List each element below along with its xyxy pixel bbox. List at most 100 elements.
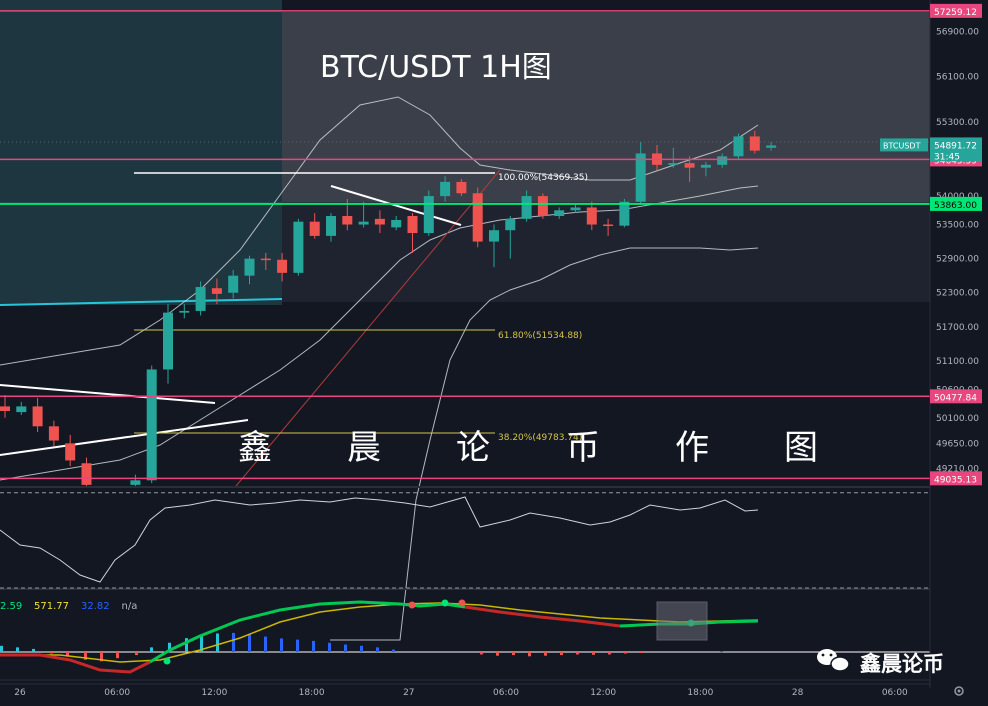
price-level-tag (930, 389, 982, 404)
sub-panes-layer: 60.0040.001000.00500.000.002.59571.7732.… (0, 486, 973, 681)
macd-histogram-bar (360, 645, 363, 652)
candle-up (195, 287, 206, 311)
x-tick-label: 12:00 (590, 688, 616, 698)
macd-histogram-bar (640, 652, 643, 653)
candle-down (472, 193, 483, 242)
shaded-zone-gray (282, 12, 930, 202)
y-tick-label: 53500.00 (936, 221, 979, 231)
macd-histogram-bar (544, 652, 547, 656)
white-trend-line (330, 185, 462, 226)
candle-up (16, 406, 27, 413)
fib-level-label: 61.80%(51534.88) (498, 331, 582, 341)
candle-up (293, 221, 304, 273)
zones-layer (0, 0, 932, 306)
price-level-tag (930, 3, 982, 18)
candle-up (635, 153, 646, 202)
macd-histogram-bar (512, 652, 515, 656)
gear-ring (954, 686, 964, 696)
candle-up (146, 369, 157, 481)
macd-histogram-bar (376, 647, 379, 652)
white-trend-line (0, 384, 216, 404)
macd-legend-value: 571.77 (34, 601, 69, 612)
candle-up (130, 480, 141, 485)
macd-cross-marker (163, 657, 171, 665)
x-tick-label: 26 (14, 688, 26, 698)
candle-down (749, 136, 760, 151)
highlight-box (656, 601, 708, 641)
candle-down (537, 196, 548, 216)
candle-up (326, 216, 336, 236)
candle-up (440, 181, 451, 197)
x-tick-label: 28 (792, 688, 804, 698)
candle-down (260, 258, 271, 261)
brand-badge: 鑫晨论币 (817, 649, 944, 676)
candles-layer (0, 130, 777, 486)
macd-histogram-bar (280, 638, 283, 652)
macd-histogram-bar (84, 652, 87, 660)
current-price-tag (930, 137, 982, 162)
watermark-char: 作 (675, 428, 709, 468)
candle-up (163, 312, 173, 370)
macd-histogram-bar (66, 652, 69, 657)
macd-histogram-bar (344, 644, 347, 652)
symbol-tag-label: BTCUSDT (883, 141, 921, 150)
symbol-tag (880, 138, 928, 152)
candle-down (374, 218, 385, 225)
y-tick-label: 51700.00 (936, 323, 979, 333)
y-tick-label: 55300.00 (936, 118, 979, 128)
macd-histogram-bar (576, 652, 579, 655)
watermark-char: 晨 (347, 428, 381, 468)
watermark-char: 鑫 (238, 428, 272, 468)
candle-up (228, 275, 239, 293)
macd-histogram-bar (528, 652, 531, 657)
macd-histogram-bar (248, 634, 251, 652)
candle-up (358, 221, 369, 225)
shaded-zone-dark (282, 202, 932, 302)
macd-histogram-bar (0, 645, 3, 652)
candle-down (586, 207, 597, 225)
y-tick-label: 51100.00 (936, 357, 979, 367)
chart-title: BTC/USDT 1H图 (320, 50, 552, 85)
macd-histogram-bar (150, 647, 153, 652)
candle-down (0, 406, 10, 411)
candle-up (766, 145, 777, 148)
gear-center (957, 689, 961, 693)
macd-histogram-bar (100, 652, 103, 662)
wechat-icon (817, 649, 850, 672)
candle-down (65, 443, 76, 461)
price-level-label: 57259.12 (934, 8, 977, 18)
x-tick-label: 27 (403, 688, 414, 698)
macd-cross-marker (408, 601, 416, 609)
macd-histogram-bar (720, 651, 723, 653)
macd-histogram-bar (185, 638, 188, 652)
x-tick-label: 18:00 (299, 688, 325, 698)
macd-histogram-bar (32, 648, 35, 652)
right-axis-background (930, 0, 988, 706)
fib-level-label: 38.20%(49783.74) (498, 433, 582, 443)
macd-legend-value: 32.82 (81, 601, 110, 612)
candle-down (309, 221, 320, 236)
candle-down (81, 463, 92, 485)
candle-up (570, 207, 581, 211)
macd-histogram-bar (264, 636, 267, 652)
macd-legend-value: 2.59 (0, 601, 22, 612)
y-tick-label: 52300.00 (936, 289, 979, 299)
watermark-char: 图 (784, 428, 818, 468)
fib-level-label: 100.00%(54369.35) (498, 173, 588, 183)
x-tick-label: 12:00 (201, 688, 227, 698)
candle-down (211, 288, 222, 294)
candle-down (342, 216, 353, 225)
watermark-char: 币 (566, 428, 600, 468)
brand-name: 鑫晨论币 (859, 652, 944, 676)
x-tick-label: 18:00 (687, 688, 713, 698)
candle-down (277, 259, 288, 273)
countdown-label: 31:45 (934, 152, 960, 162)
candle-up (700, 164, 711, 168)
y-tick-label: 56900.00 (936, 27, 979, 37)
macd-histogram-bar (592, 652, 595, 655)
macd-histogram-bar (135, 652, 138, 656)
settings-gear-icon (954, 686, 964, 696)
macd-histogram-bar (624, 652, 627, 654)
macd-cross-marker (458, 599, 466, 607)
